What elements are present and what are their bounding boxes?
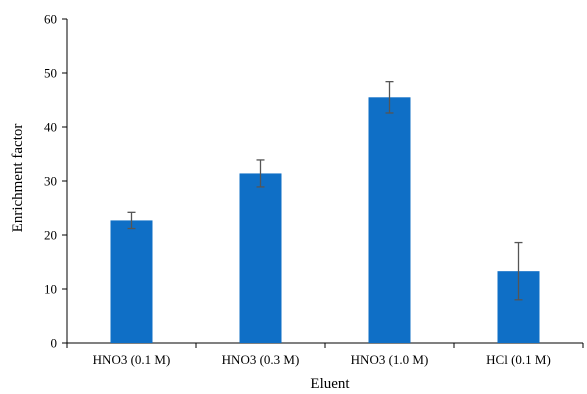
y-tick-label: 40 xyxy=(44,120,57,135)
y-tick-label: 50 xyxy=(44,66,57,81)
y-tick-label: 0 xyxy=(51,336,58,351)
y-tick-label: 20 xyxy=(44,228,57,243)
x-tick-label: HNO3 (1.0 M) xyxy=(351,352,429,367)
bar xyxy=(239,173,282,343)
x-tick-label: HNO3 (0.1 M) xyxy=(93,352,171,367)
x-tick-label: HNO3 (0.3 M) xyxy=(222,352,300,367)
bar xyxy=(110,220,153,343)
x-tick-label: HCl (0.1 M) xyxy=(486,352,551,367)
bar xyxy=(368,97,411,343)
y-tick-label: 30 xyxy=(44,174,57,189)
y-axis-label: Enrichment factor xyxy=(10,124,26,233)
x-axis-label: Eluent xyxy=(310,376,350,392)
y-tick-label: 60 xyxy=(44,12,57,27)
plot-area: 0 10 20 30 40 50 60 HNO3 (0.1 M) HNO3 (0.3 M) HNO… xyxy=(44,12,584,367)
y-tick-label: 10 xyxy=(44,282,57,297)
